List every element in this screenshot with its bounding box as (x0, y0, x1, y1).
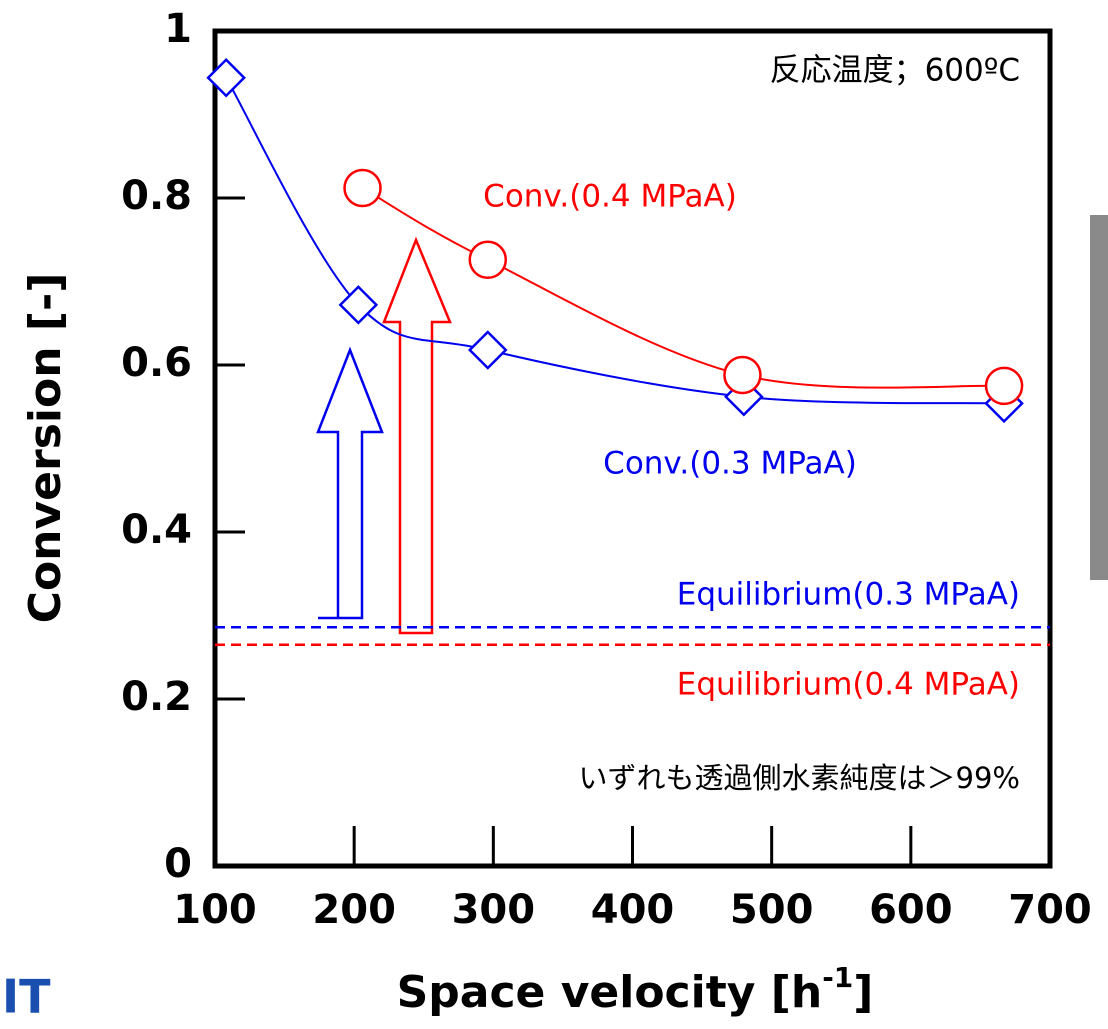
page: 反応温度；600ºC いずれも透過側水素純度は＞99% Conversion [… (0, 0, 1108, 1029)
x-tick-label: 500 (730, 887, 814, 933)
x-tick-label: 300 (452, 887, 536, 933)
marker (470, 332, 506, 368)
logo: IT (2, 970, 51, 1024)
y-tick-label: 0.8 (121, 173, 192, 219)
y-axis-label: Conversion [-] (20, 273, 71, 624)
cropped-image (1090, 215, 1108, 580)
marker (470, 242, 506, 278)
blue-arrow (318, 350, 382, 618)
reference-label: Equilibrium(0.3 MPaA) (677, 577, 1020, 613)
x-tick-label: 400 (591, 887, 675, 933)
marker (986, 368, 1022, 404)
marker (724, 357, 760, 393)
series-line (226, 78, 1004, 404)
series-label: Conv.(0.3 MPaA) (603, 446, 857, 482)
annotation: いずれも透過側水素純度は＞99% (579, 761, 1020, 795)
x-tick-label: 100 (173, 887, 257, 933)
annotation: 反応温度；600ºC (770, 53, 1020, 89)
y-tick-label: 1 (164, 6, 192, 52)
x-axis-label-text: Space velocity [h (397, 967, 823, 1018)
chart: 反応温度；600ºC いずれも透過側水素純度は＞99% Conversion [… (0, 0, 1108, 1029)
x-axis-label-close: ] (853, 967, 873, 1018)
series-label: Conv.(0.4 MPaA) (483, 179, 737, 215)
y-tick-label: 0.2 (121, 674, 192, 720)
series-line (363, 188, 1005, 388)
marker (345, 170, 381, 206)
y-tick-label: 0 (164, 841, 192, 887)
x-axis-label-sup: -1 (822, 961, 853, 994)
x-tick-label: 700 (1008, 887, 1092, 933)
x-axis-label: Space velocity [h-1] (397, 961, 874, 1018)
x-tick-label: 200 (312, 887, 396, 933)
y-tick-label: 0.6 (121, 340, 192, 386)
x-tick-label: 600 (869, 887, 953, 933)
reference-label: Equilibrium(0.4 MPaA) (677, 667, 1020, 703)
y-tick-label: 0.4 (121, 507, 192, 553)
red-arrow (384, 240, 450, 633)
